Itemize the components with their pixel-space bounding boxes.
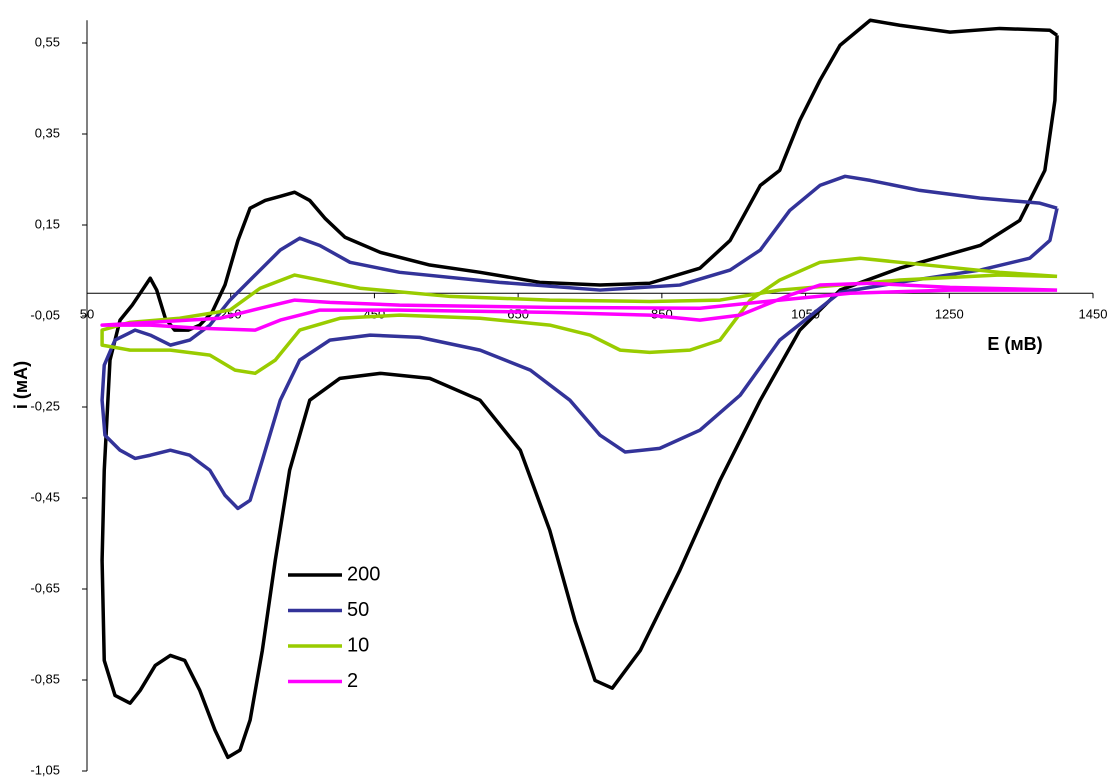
y-tick-label: -0,65 <box>30 580 60 595</box>
y-tick-label: -0,05 <box>30 307 60 322</box>
series-line <box>100 174 1059 511</box>
legend-box <box>285 560 395 696</box>
y-tick-label: -1,05 <box>30 762 60 777</box>
y-axis-title: i (мА) <box>11 361 31 409</box>
y-tick-label: 0,55 <box>35 34 60 49</box>
y-tick-label: -0,25 <box>30 398 60 413</box>
x-tick-label: 1450 <box>1079 307 1108 322</box>
legend-label: 200 <box>347 563 380 585</box>
x-tick-label: 1250 <box>935 307 964 322</box>
y-tick-label: 0,35 <box>35 125 60 140</box>
y-tick-label: 0,15 <box>35 216 60 231</box>
x-axis-title: E (мВ) <box>987 334 1042 354</box>
legend-label: 2 <box>347 670 358 692</box>
y-tick-label: -0,85 <box>30 671 60 686</box>
series-line <box>100 281 1058 332</box>
y-tick-label: -0,45 <box>30 489 60 504</box>
legend-label: 10 <box>347 634 369 656</box>
series-line <box>100 18 1059 760</box>
series-line <box>100 256 1058 376</box>
x-tick-label: 50 <box>80 307 94 322</box>
x-tick-label: 650 <box>507 307 529 322</box>
legend-label: 50 <box>347 599 369 621</box>
